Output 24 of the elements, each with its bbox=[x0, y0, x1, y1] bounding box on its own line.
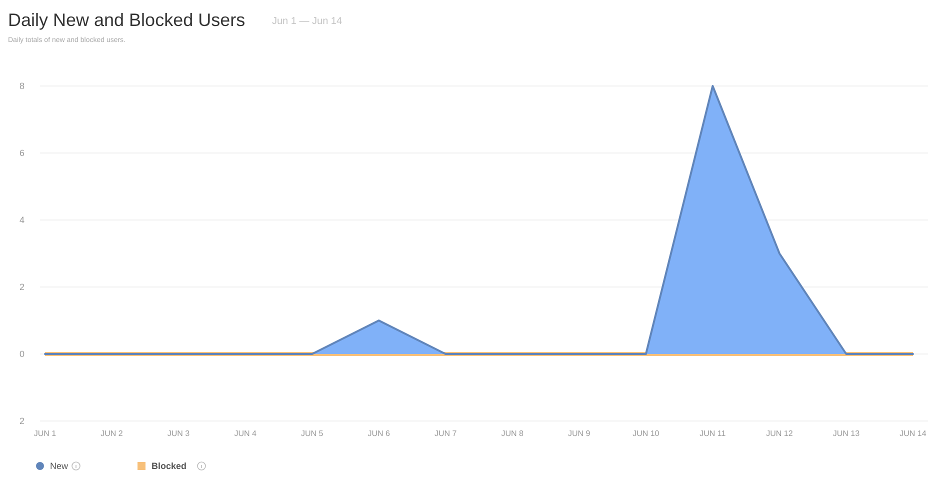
x-tick-label: JUN 1 bbox=[34, 429, 57, 438]
legend-label: New bbox=[50, 461, 69, 472]
x-tick-label: JUN 10 bbox=[632, 429, 660, 438]
y-tick-label: 4 bbox=[19, 214, 25, 225]
x-tick-label: JUN 8 bbox=[501, 429, 524, 438]
x-tick-label: JUN 4 bbox=[234, 429, 257, 438]
x-tick-label: JUN 6 bbox=[368, 429, 391, 438]
chart-title: Daily New and Blocked Users bbox=[8, 10, 246, 30]
y-tick-label: 2 bbox=[19, 416, 25, 426]
text: Jun 1 — Jun 14 bbox=[272, 16, 342, 27]
x-tick-label: JUN 12 bbox=[766, 429, 794, 438]
x-tick-label: JUN 14 bbox=[900, 429, 927, 438]
y-tick-label: 2 bbox=[19, 282, 25, 292]
x-tick-label: JUN 2 bbox=[100, 429, 124, 438]
x-tick-label: JUN 13 bbox=[832, 429, 860, 438]
y-tick-label: 0 bbox=[19, 348, 25, 359]
y-tick-label: 8 bbox=[19, 80, 25, 91]
legend-label: Blocked bbox=[152, 461, 187, 472]
x-tick-label: JUN 9 bbox=[568, 429, 591, 438]
x-tick-label: JUN 11 bbox=[700, 429, 726, 438]
y-tick-label: 6 bbox=[19, 148, 25, 158]
x-tick-label: JUN 3 bbox=[167, 429, 190, 438]
x-tick-label: JUN 7 bbox=[434, 429, 458, 438]
x-tick-label: JUN 5 bbox=[300, 429, 324, 438]
